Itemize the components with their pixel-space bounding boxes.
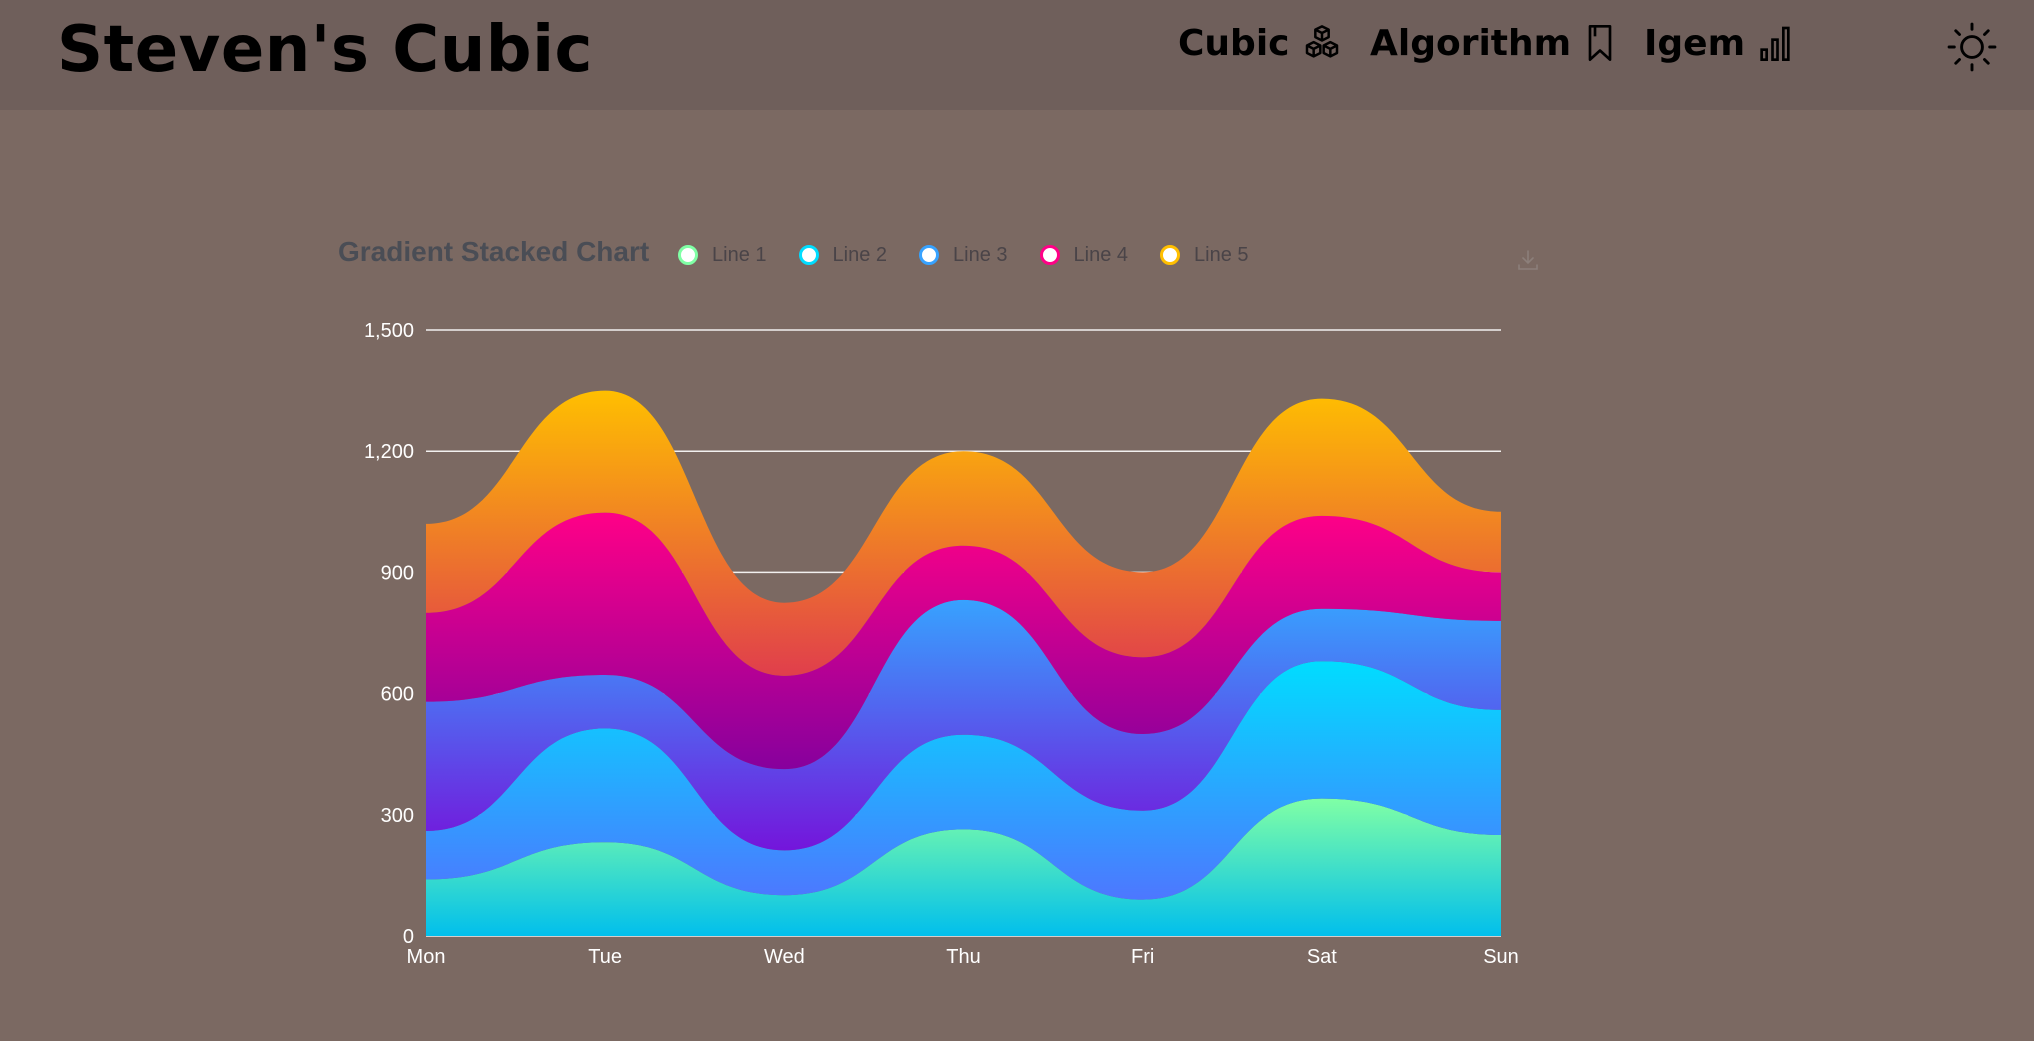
chart-title: Gradient Stacked Chart — [338, 236, 650, 267]
legend-label-line-4: Line 4 — [1073, 243, 1129, 266]
x-tick-label: Wed — [764, 946, 805, 968]
area-series-3 — [426, 599, 1501, 851]
y-tick-label: 600 — [381, 684, 414, 706]
x-tick-label: Thu — [946, 946, 980, 968]
top-header: Steven's Cubic Cubic Algorithm Igem — [0, 0, 2034, 110]
area-series-5 — [426, 390, 1501, 676]
x-tick-label: Sat — [1307, 946, 1337, 968]
area-series-1 — [426, 798, 1501, 936]
legend-item-line-4[interactable]: Line 4 — [1039, 243, 1129, 267]
legend-label-line-5: Line 5 — [1194, 243, 1249, 266]
nav-cubic[interactable]: Cubic — [1178, 18, 1342, 68]
y-tick-label: 1,200 — [364, 441, 414, 463]
bar-chart-icon — [1757, 23, 1793, 63]
legend-label-line-1: Line 1 — [712, 243, 767, 266]
nav-igem-label: Igem — [1644, 22, 1746, 64]
legend-swatch-line-4 — [1039, 245, 1060, 265]
nav-algorithm-label: Algorithm — [1370, 22, 1572, 64]
x-tick-label: Tue — [588, 946, 622, 968]
legend-item-line-1[interactable]: Line 1 — [678, 244, 767, 267]
brand-title[interactable]: Steven's Cubic — [57, 13, 593, 87]
x-tick-label: Fri — [1131, 946, 1154, 968]
area-layer — [426, 390, 1501, 936]
legend-swatch-line-1 — [678, 245, 698, 265]
legend-item-line-2[interactable]: Line 2 — [798, 243, 888, 267]
nav-algorithm[interactable]: Algorithm — [1370, 18, 1617, 68]
legend-label-line-3: Line 3 — [953, 243, 1008, 266]
sun-icon — [1947, 22, 1997, 76]
cubes-icon — [1302, 23, 1342, 63]
y-tick-label: 900 — [381, 562, 414, 584]
x-tick-label: Sun — [1483, 946, 1519, 968]
nav-cubic-label: Cubic — [1178, 22, 1290, 64]
legend-swatch-line-5 — [1160, 245, 1180, 265]
area-series-2 — [426, 661, 1501, 900]
area-series-4 — [426, 512, 1501, 770]
download-icon[interactable] — [1516, 248, 1540, 276]
y-tick-label: 1,500 — [364, 320, 414, 342]
y-tick-label: 300 — [381, 805, 414, 827]
legend-item-line-3[interactable]: Line 3 — [919, 244, 1008, 267]
chart-legend: Line 1 Line 2 Line 3 Line 4 Line 5 — [678, 240, 1281, 270]
legend-label-line-2: Line 2 — [832, 243, 888, 266]
nav-igem[interactable]: Igem — [1644, 18, 1793, 68]
x-tick-label: Mon — [407, 946, 446, 968]
theme-toggle-button[interactable] — [1947, 22, 1997, 76]
legend-swatch-line-3 — [919, 245, 939, 265]
y-tick-label: 0 — [403, 926, 414, 948]
legend-item-line-5[interactable]: Line 5 — [1160, 244, 1249, 267]
legend-swatch-line-2 — [798, 245, 819, 265]
axis-layer: 0 300 600 900 1,200 1,500 Mon Tue Wed Thu Fri Sat Su… — [364, 320, 1519, 968]
bookmark-icon — [1583, 23, 1617, 63]
